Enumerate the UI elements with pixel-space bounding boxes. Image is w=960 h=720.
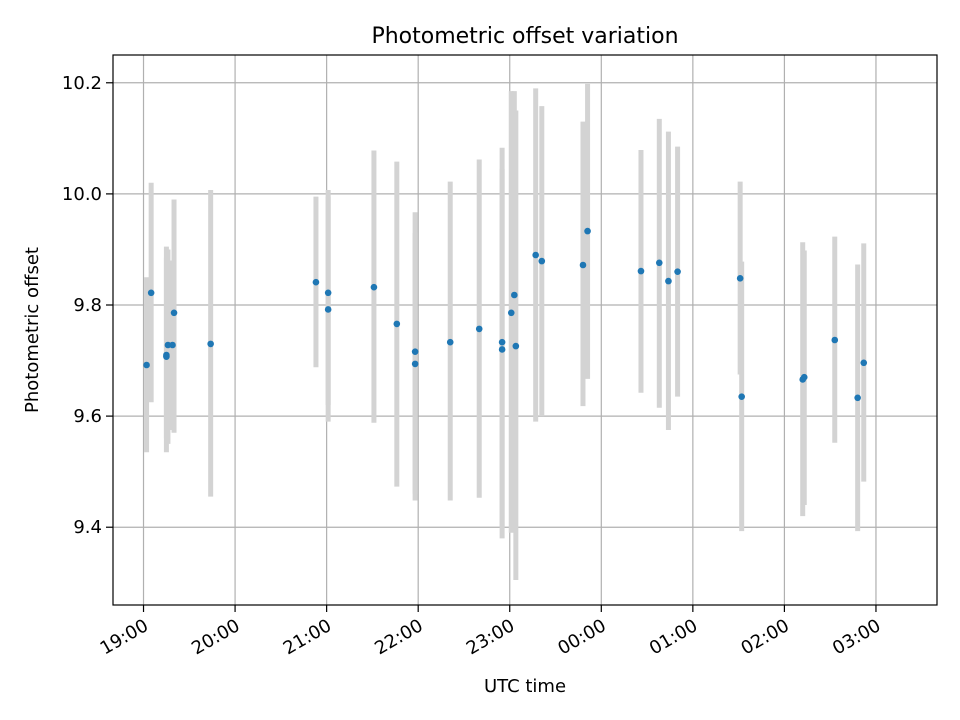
data-point: [532, 251, 539, 259]
data-point: [411, 360, 419, 368]
x-axis-label: UTC time: [484, 676, 566, 697]
data-point: [854, 394, 861, 402]
y-tick-label: 10.2: [62, 73, 102, 94]
y-tick-label: 9.6: [73, 406, 102, 427]
data-point: [512, 342, 520, 350]
data-point: [655, 259, 663, 267]
data-point: [736, 275, 744, 282]
data-point: [579, 261, 587, 269]
data-point: [538, 257, 546, 265]
data-point: [507, 309, 515, 317]
data-point: [147, 289, 155, 297]
data-point: [411, 348, 419, 355]
data-point: [475, 325, 483, 333]
data-point: [393, 320, 401, 328]
data-point: [446, 338, 454, 346]
data-point: [143, 361, 150, 369]
chart-title: Photometric offset variation: [371, 24, 678, 49]
y-tick-label: 10.0: [62, 184, 102, 205]
data-point: [324, 289, 332, 297]
data-point: [665, 277, 672, 285]
data-point: [370, 283, 378, 291]
data-point: [800, 373, 808, 381]
data-point: [498, 346, 506, 353]
data-point: [674, 268, 681, 275]
plot-frame: [112, 54, 938, 606]
data-point: [584, 227, 591, 235]
data-point: [312, 278, 320, 286]
y-tick-label: 9.8: [73, 295, 102, 316]
data-point: [169, 341, 176, 349]
data-point: [498, 338, 506, 346]
data-point: [831, 336, 839, 344]
data-point: [163, 353, 170, 360]
data-point: [164, 341, 172, 349]
plot-area: [113, 55, 937, 605]
data-point: [738, 393, 745, 400]
y-axis-label: Photometric offset: [22, 247, 43, 413]
data-point: [170, 309, 178, 317]
data-points: [143, 227, 868, 402]
data-point: [324, 306, 332, 313]
y-tick-label: 9.4: [73, 517, 102, 538]
data-point: [637, 267, 645, 275]
data-point: [207, 340, 214, 348]
data-point: [511, 291, 518, 299]
data-point: [860, 359, 868, 367]
